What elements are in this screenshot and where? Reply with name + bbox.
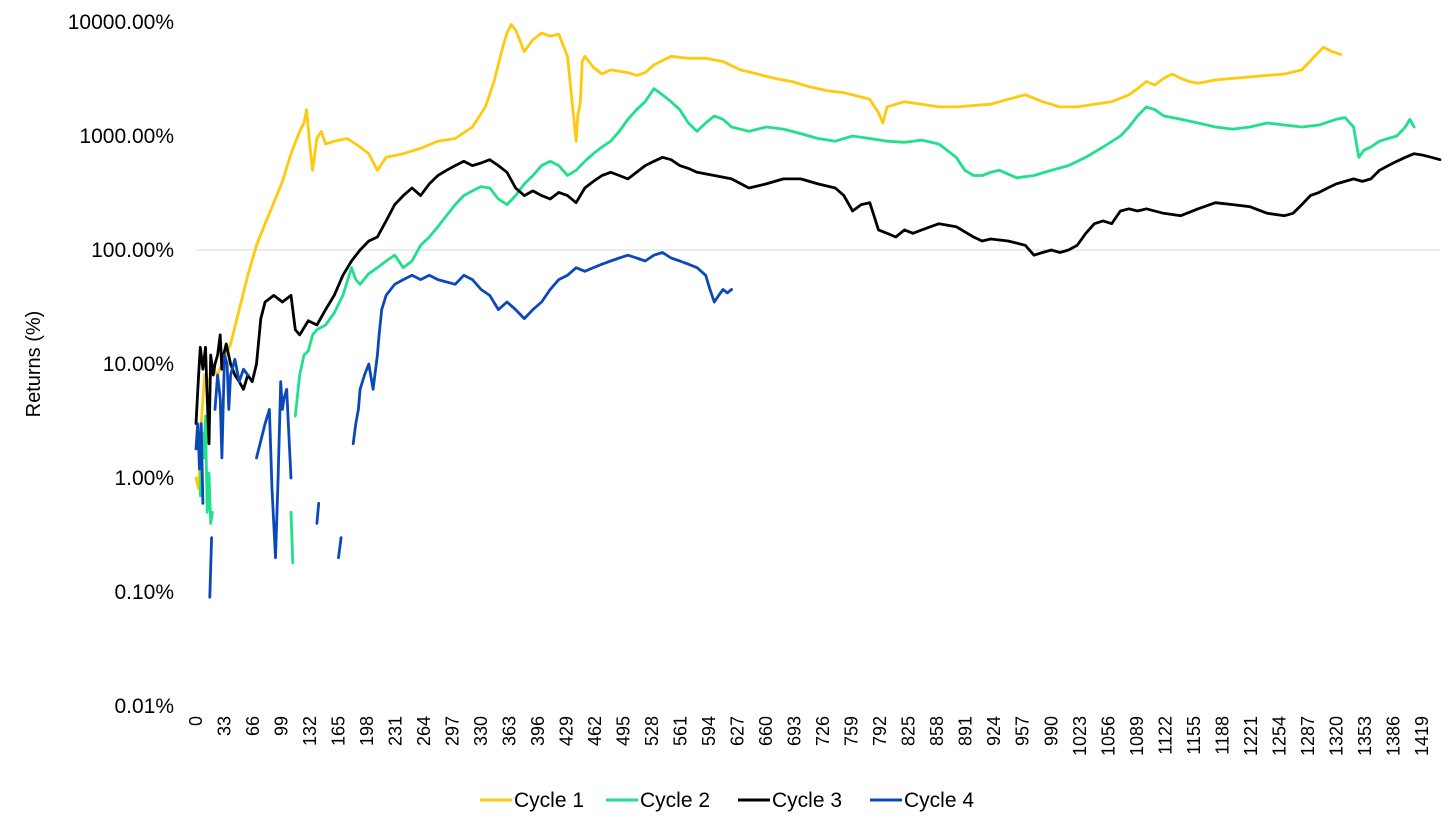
legend-label-cycle-4: Cycle 4 [904, 789, 974, 812]
x-tick-label: 1089 [1127, 716, 1147, 756]
x-tick-label: 1419 [1412, 716, 1432, 756]
x-tick-label: 1287 [1298, 716, 1318, 756]
y-tick-label: 10000.00% [68, 11, 174, 34]
x-tick-label: 66 [243, 716, 263, 736]
y-tick-label: 100.00% [91, 239, 174, 262]
y-axis: 0.01% 0.10% 1.00% 10.00% 100.00% 1000.00% 1000… [68, 11, 174, 718]
x-tick-label: 1353 [1355, 716, 1375, 756]
x-tick-label: 759 [842, 716, 862, 746]
y-tick-label: 0.01% [114, 695, 174, 718]
x-tick-label: 957 [1013, 716, 1033, 746]
x-tick-label: 462 [585, 716, 605, 746]
x-tick-label: 33 [215, 716, 235, 736]
y-tick-label: 0.10% [114, 581, 174, 604]
x-tick-label: 363 [500, 716, 520, 746]
x-tick-label: 1122 [1155, 716, 1175, 755]
x-tick-label: 990 [1041, 716, 1061, 746]
y-tick-label: 1.00% [114, 467, 174, 490]
x-tick-label: 330 [471, 716, 491, 746]
x-tick-label: 0 [186, 716, 206, 726]
x-tick-label: 726 [813, 716, 833, 746]
x-tick-label: 594 [699, 716, 719, 746]
series-line-cycle-2 [198, 87, 1416, 565]
x-tick-label: 1056 [1098, 716, 1118, 756]
x-tick-label: 132 [300, 716, 320, 746]
x-tick-label: 660 [756, 716, 776, 746]
x-tick-label: 495 [614, 716, 634, 746]
legend-label-cycle-2: Cycle 2 [640, 789, 710, 812]
x-tick-label: 1023 [1070, 716, 1090, 756]
x-tick-label: 1386 [1383, 716, 1403, 756]
y-tick-label: 10.00% [103, 353, 174, 376]
x-tick-label: 396 [528, 716, 548, 746]
x-tick-label: 297 [443, 716, 463, 746]
x-tick-label: 165 [329, 716, 349, 746]
x-tick-label: 528 [642, 716, 662, 746]
x-tick-label: 1221 [1241, 716, 1261, 756]
x-tick-label: 231 [386, 716, 406, 746]
series-group [194, 23, 1442, 599]
x-tick-label: 858 [927, 716, 947, 746]
legend: Cycle 1 Cycle 2 Cycle 3 Cycle 4 [480, 789, 974, 812]
x-tick-label: 99 [272, 716, 292, 736]
x-axis: 0 33 66 99 132 165 198 231 264 297 330 363 396 429 462… [186, 716, 1432, 756]
legend-label-cycle-1: Cycle 1 [514, 789, 584, 812]
y-axis-label: Returns (%) [23, 311, 45, 418]
x-tick-label: 1188 [1212, 716, 1232, 755]
x-tick-label: 627 [728, 716, 748, 746]
series-line-cycle-4 [194, 251, 733, 599]
series-line-cycle-3 [194, 152, 1442, 446]
x-tick-label: 891 [956, 716, 976, 746]
series-line-cycle-1 [194, 23, 1343, 491]
x-tick-label: 924 [984, 716, 1004, 746]
x-tick-label: 792 [870, 716, 890, 746]
x-tick-label: 561 [671, 716, 691, 746]
legend-label-cycle-3: Cycle 3 [772, 789, 842, 812]
x-tick-label: 693 [785, 716, 805, 746]
x-tick-label: 1320 [1326, 716, 1346, 756]
x-tick-label: 198 [357, 716, 377, 746]
y-tick-label: 1000.00% [79, 125, 174, 148]
x-tick-label: 825 [899, 716, 919, 746]
x-tick-label: 429 [557, 716, 577, 746]
x-tick-label: 1254 [1269, 716, 1289, 756]
x-tick-label: 264 [414, 716, 434, 746]
x-tick-label: 1155 [1184, 716, 1204, 755]
